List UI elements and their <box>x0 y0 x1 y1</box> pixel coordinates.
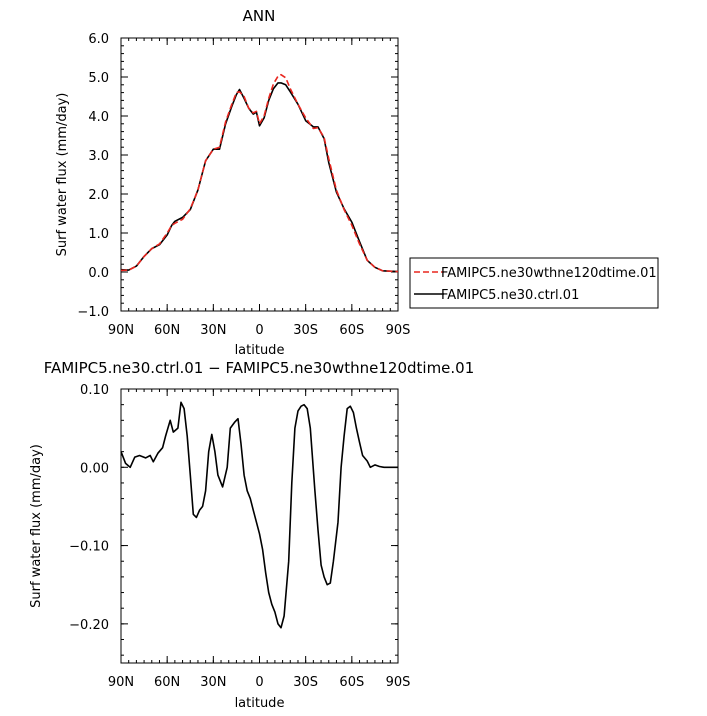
x-tick-label: 60N <box>154 323 180 338</box>
x-tick-label: 30N <box>200 323 226 338</box>
legend-label-1: FAMIPC5.ne30wthne120dtime.01 <box>441 266 657 281</box>
x-tick-label: 30S <box>293 323 318 338</box>
x-tick-label: 60S <box>339 323 364 338</box>
x-tick-label: 0 <box>255 675 263 690</box>
y-axis-label: Surf water flux (mm/day) <box>55 93 70 257</box>
plot-frame <box>120 37 399 312</box>
y-tick-label: 2.0 <box>88 188 109 203</box>
y-axis-label: Surf water flux (mm/day) <box>29 444 44 608</box>
y-tick-label: −0.20 <box>69 618 109 633</box>
legend-label-2: FAMIPC5.ne30.ctrl.01 <box>441 288 579 303</box>
x-tick-label: 90N <box>108 675 134 690</box>
legend-box <box>409 257 659 309</box>
y-tick-label: 3.0 <box>88 149 109 164</box>
x-tick-label: 90S <box>386 675 411 690</box>
x-tick-label: 60N <box>154 675 180 690</box>
chart-title: ANN <box>243 7 276 25</box>
x-tick-label: 30S <box>293 675 318 690</box>
y-tick-label: 0.00 <box>80 461 109 476</box>
series-line-2 <box>120 82 399 273</box>
series-line-1 <box>120 73 399 273</box>
series-line-1 <box>120 401 398 629</box>
x-axis-label: latitude <box>235 696 285 711</box>
y-tick-label: 0.0 <box>88 266 109 281</box>
y-tick-label: 0.10 <box>80 383 109 398</box>
x-tick-label: 90S <box>386 323 411 338</box>
bottom-plot: FAMIPC5.ne30.ctrl.01 − FAMIPC5.ne30wthne… <box>29 359 474 711</box>
x-tick-label: 30N <box>200 675 226 690</box>
y-tick-label: −0.10 <box>69 540 109 555</box>
x-axis-label: latitude <box>235 343 285 358</box>
y-tick-label: −1.0 <box>77 305 109 320</box>
x-tick-label: 0 <box>255 323 263 338</box>
y-tick-label: 1.0 <box>88 227 109 242</box>
x-tick-label: 90N <box>108 323 134 338</box>
top-plot: ANN −1.0 0.0 1.0 2.0 3.0 4.0 5.0 6.0 90N 60N 30N 0 30… <box>55 7 410 358</box>
legend: FAMIPC5.ne30wthne120dtime.01 FAMIPC5.ne30… <box>409 257 659 309</box>
y-tick-label: 5.0 <box>88 71 109 86</box>
y-tick-label: 6.0 <box>88 32 109 47</box>
chart-title: FAMIPC5.ne30.ctrl.01 − FAMIPC5.ne30wthne… <box>44 359 475 377</box>
y-tick-label: 4.0 <box>88 110 109 125</box>
x-tick-label: 60S <box>339 675 364 690</box>
